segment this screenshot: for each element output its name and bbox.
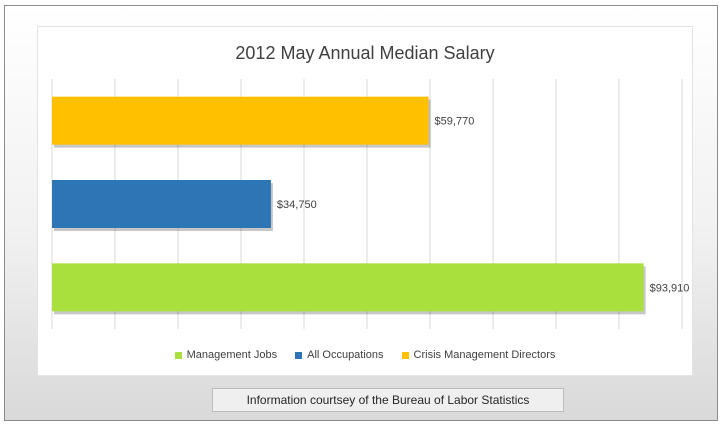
legend-swatch [174, 351, 182, 359]
bar-data-label: $34,750 [277, 199, 317, 211]
chart-legend: Management Jobs All Occupations Crisis Man… [38, 349, 692, 361]
legend-item: All Occupations [295, 349, 384, 361]
bar-crisis-management-directors [52, 96, 429, 145]
legend-label: Crisis Management Directors [413, 349, 556, 361]
legend-label: All Occupations [307, 349, 384, 361]
legend-swatch [295, 351, 303, 359]
bar-data-label: $93,910 [650, 282, 690, 294]
source-note: Information courtsey of the Bureau of La… [212, 388, 564, 412]
bar-management-jobs [52, 263, 644, 312]
chart-title: 2012 May Annual Median Salary [235, 43, 495, 63]
bar-all-occupations [52, 180, 271, 228]
legend-label: Management Jobs [186, 349, 278, 361]
bar-data-label: $59,770 [435, 116, 475, 128]
chart-panel: 2012 May Annual Median Salary $59,770 $34… [37, 26, 693, 376]
legend-swatch [401, 351, 409, 359]
legend-item: Crisis Management Directors [401, 349, 556, 361]
chart-plot: $59,770 $34,750 $93,910 [51, 79, 690, 329]
legend-item: Management Jobs [174, 349, 278, 361]
chart-frame: 2012 May Annual Median Salary $59,770 $34… [4, 5, 718, 421]
